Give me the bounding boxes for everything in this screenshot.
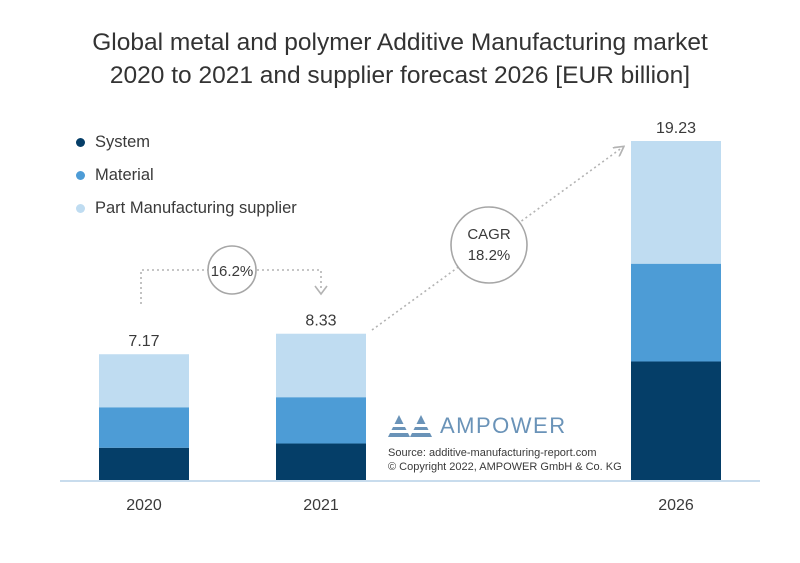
- bar-2020-part-manufacturing-supplier: [99, 354, 189, 408]
- chart-title: Global metal and polymer Additive Manufa…: [0, 26, 800, 92]
- legend-label-system: System: [95, 133, 151, 151]
- bar-2021-system: [276, 443, 366, 481]
- source-note: Source: additive-manufacturing-report.co…: [388, 446, 622, 474]
- growth-circle: [207, 245, 257, 295]
- growth-arrow-head: [314, 285, 328, 296]
- legend-label-part: Part Manufacturing supplier: [95, 199, 297, 217]
- growth-arrow-2020-2021: [140, 269, 322, 304]
- labels-group: 7.17 2020 8.33 2021 19.23 2026: [126, 120, 696, 514]
- title-line-1: Global metal and polymer Additive Manufa…: [92, 29, 708, 56]
- bar-2026-part-manufacturing-supplier: [631, 141, 721, 264]
- total-label-2021: 8.33: [305, 313, 336, 330]
- growth-value-label: 16.2%: [211, 263, 254, 280]
- cagr-value-label: 18.2%: [468, 247, 511, 264]
- total-label-2020: 7.17: [128, 333, 159, 350]
- legend-label-material: Material: [95, 166, 154, 184]
- source-line: Source: additive-manufacturing-report.co…: [388, 447, 597, 459]
- bar-2020-material: [99, 407, 189, 448]
- bars-group: [99, 141, 721, 481]
- legend-item-system: System: [76, 126, 297, 159]
- bar-2026-system: [631, 361, 721, 481]
- legend-item-material: Material: [76, 159, 297, 192]
- bar-2021-material: [276, 397, 366, 444]
- bar-2020-system: [99, 447, 189, 481]
- bar-2021-part-manufacturing-supplier: [276, 333, 366, 398]
- copyright-line: © Copyright 2022, AMPOWER GmbH & Co. KG: [388, 461, 622, 473]
- ampower-logo-icon: [388, 415, 432, 437]
- bar-2026-material: [631, 263, 721, 362]
- legend-item-part: Part Manufacturing supplier: [76, 192, 297, 225]
- ampower-logo: AMPOWER: [388, 413, 567, 439]
- title-line-2: 2020 to 2021 and supplier forecast 2026 …: [109, 62, 691, 89]
- legend-marker-system: [76, 138, 85, 147]
- cagr-label: CAGR: [467, 226, 511, 243]
- x-tick-label-2021: 2021: [303, 497, 339, 514]
- x-tick-label-2020: 2020: [126, 497, 162, 514]
- cagr-circle: [450, 206, 528, 284]
- legend-marker-material: [76, 171, 85, 180]
- ampower-logo-text: AMPOWER: [440, 413, 567, 438]
- legend: System Material Part Manufacturing suppl…: [76, 126, 297, 225]
- x-tick-label-2026: 2026: [658, 497, 694, 514]
- legend-marker-part: [76, 204, 85, 213]
- total-label-2026: 19.23: [656, 120, 696, 137]
